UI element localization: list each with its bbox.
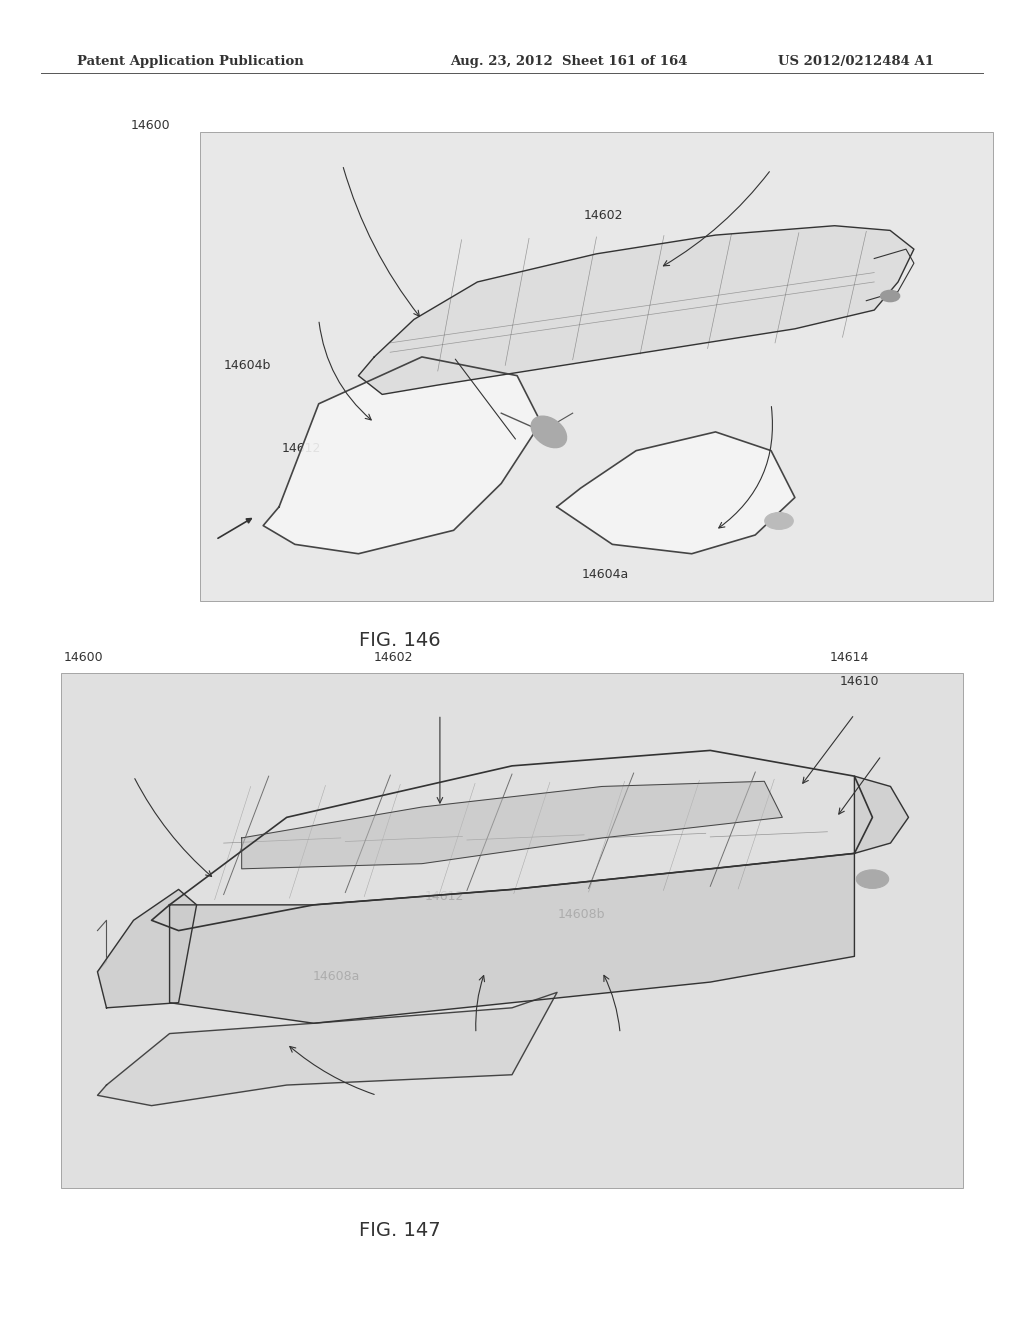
Text: 14608a: 14608a (312, 970, 359, 983)
Text: 14600: 14600 (63, 651, 103, 664)
Text: 14612: 14612 (282, 442, 321, 455)
Bar (200, 132, 993, 601)
Text: 14602: 14602 (374, 651, 414, 664)
Circle shape (856, 870, 889, 888)
Circle shape (881, 290, 900, 302)
Text: 14614: 14614 (829, 651, 868, 664)
Text: FIG. 146: FIG. 146 (358, 631, 440, 649)
Text: 14610: 14610 (840, 675, 880, 688)
Ellipse shape (531, 416, 566, 447)
Text: 14600: 14600 (131, 119, 171, 132)
Polygon shape (97, 890, 197, 1008)
Polygon shape (170, 854, 854, 1023)
Text: Patent Application Publication: Patent Application Publication (77, 55, 303, 69)
Bar (61, 673, 963, 1188)
Text: 14604a: 14604a (582, 568, 629, 581)
Text: 14602: 14602 (584, 209, 624, 222)
Text: 14604b: 14604b (223, 359, 270, 372)
Polygon shape (854, 776, 908, 854)
Polygon shape (152, 750, 872, 931)
Text: FIG. 147: FIG. 147 (358, 1221, 440, 1239)
Polygon shape (97, 993, 557, 1106)
Text: 14608b: 14608b (558, 908, 605, 921)
Polygon shape (242, 781, 782, 869)
Circle shape (765, 512, 794, 529)
Text: US 2012/0212484 A1: US 2012/0212484 A1 (778, 55, 934, 69)
Text: 14612: 14612 (425, 890, 464, 903)
Polygon shape (358, 226, 913, 395)
Polygon shape (263, 356, 541, 553)
Polygon shape (557, 432, 795, 553)
Text: Aug. 23, 2012  Sheet 161 of 164: Aug. 23, 2012 Sheet 161 of 164 (451, 55, 688, 69)
